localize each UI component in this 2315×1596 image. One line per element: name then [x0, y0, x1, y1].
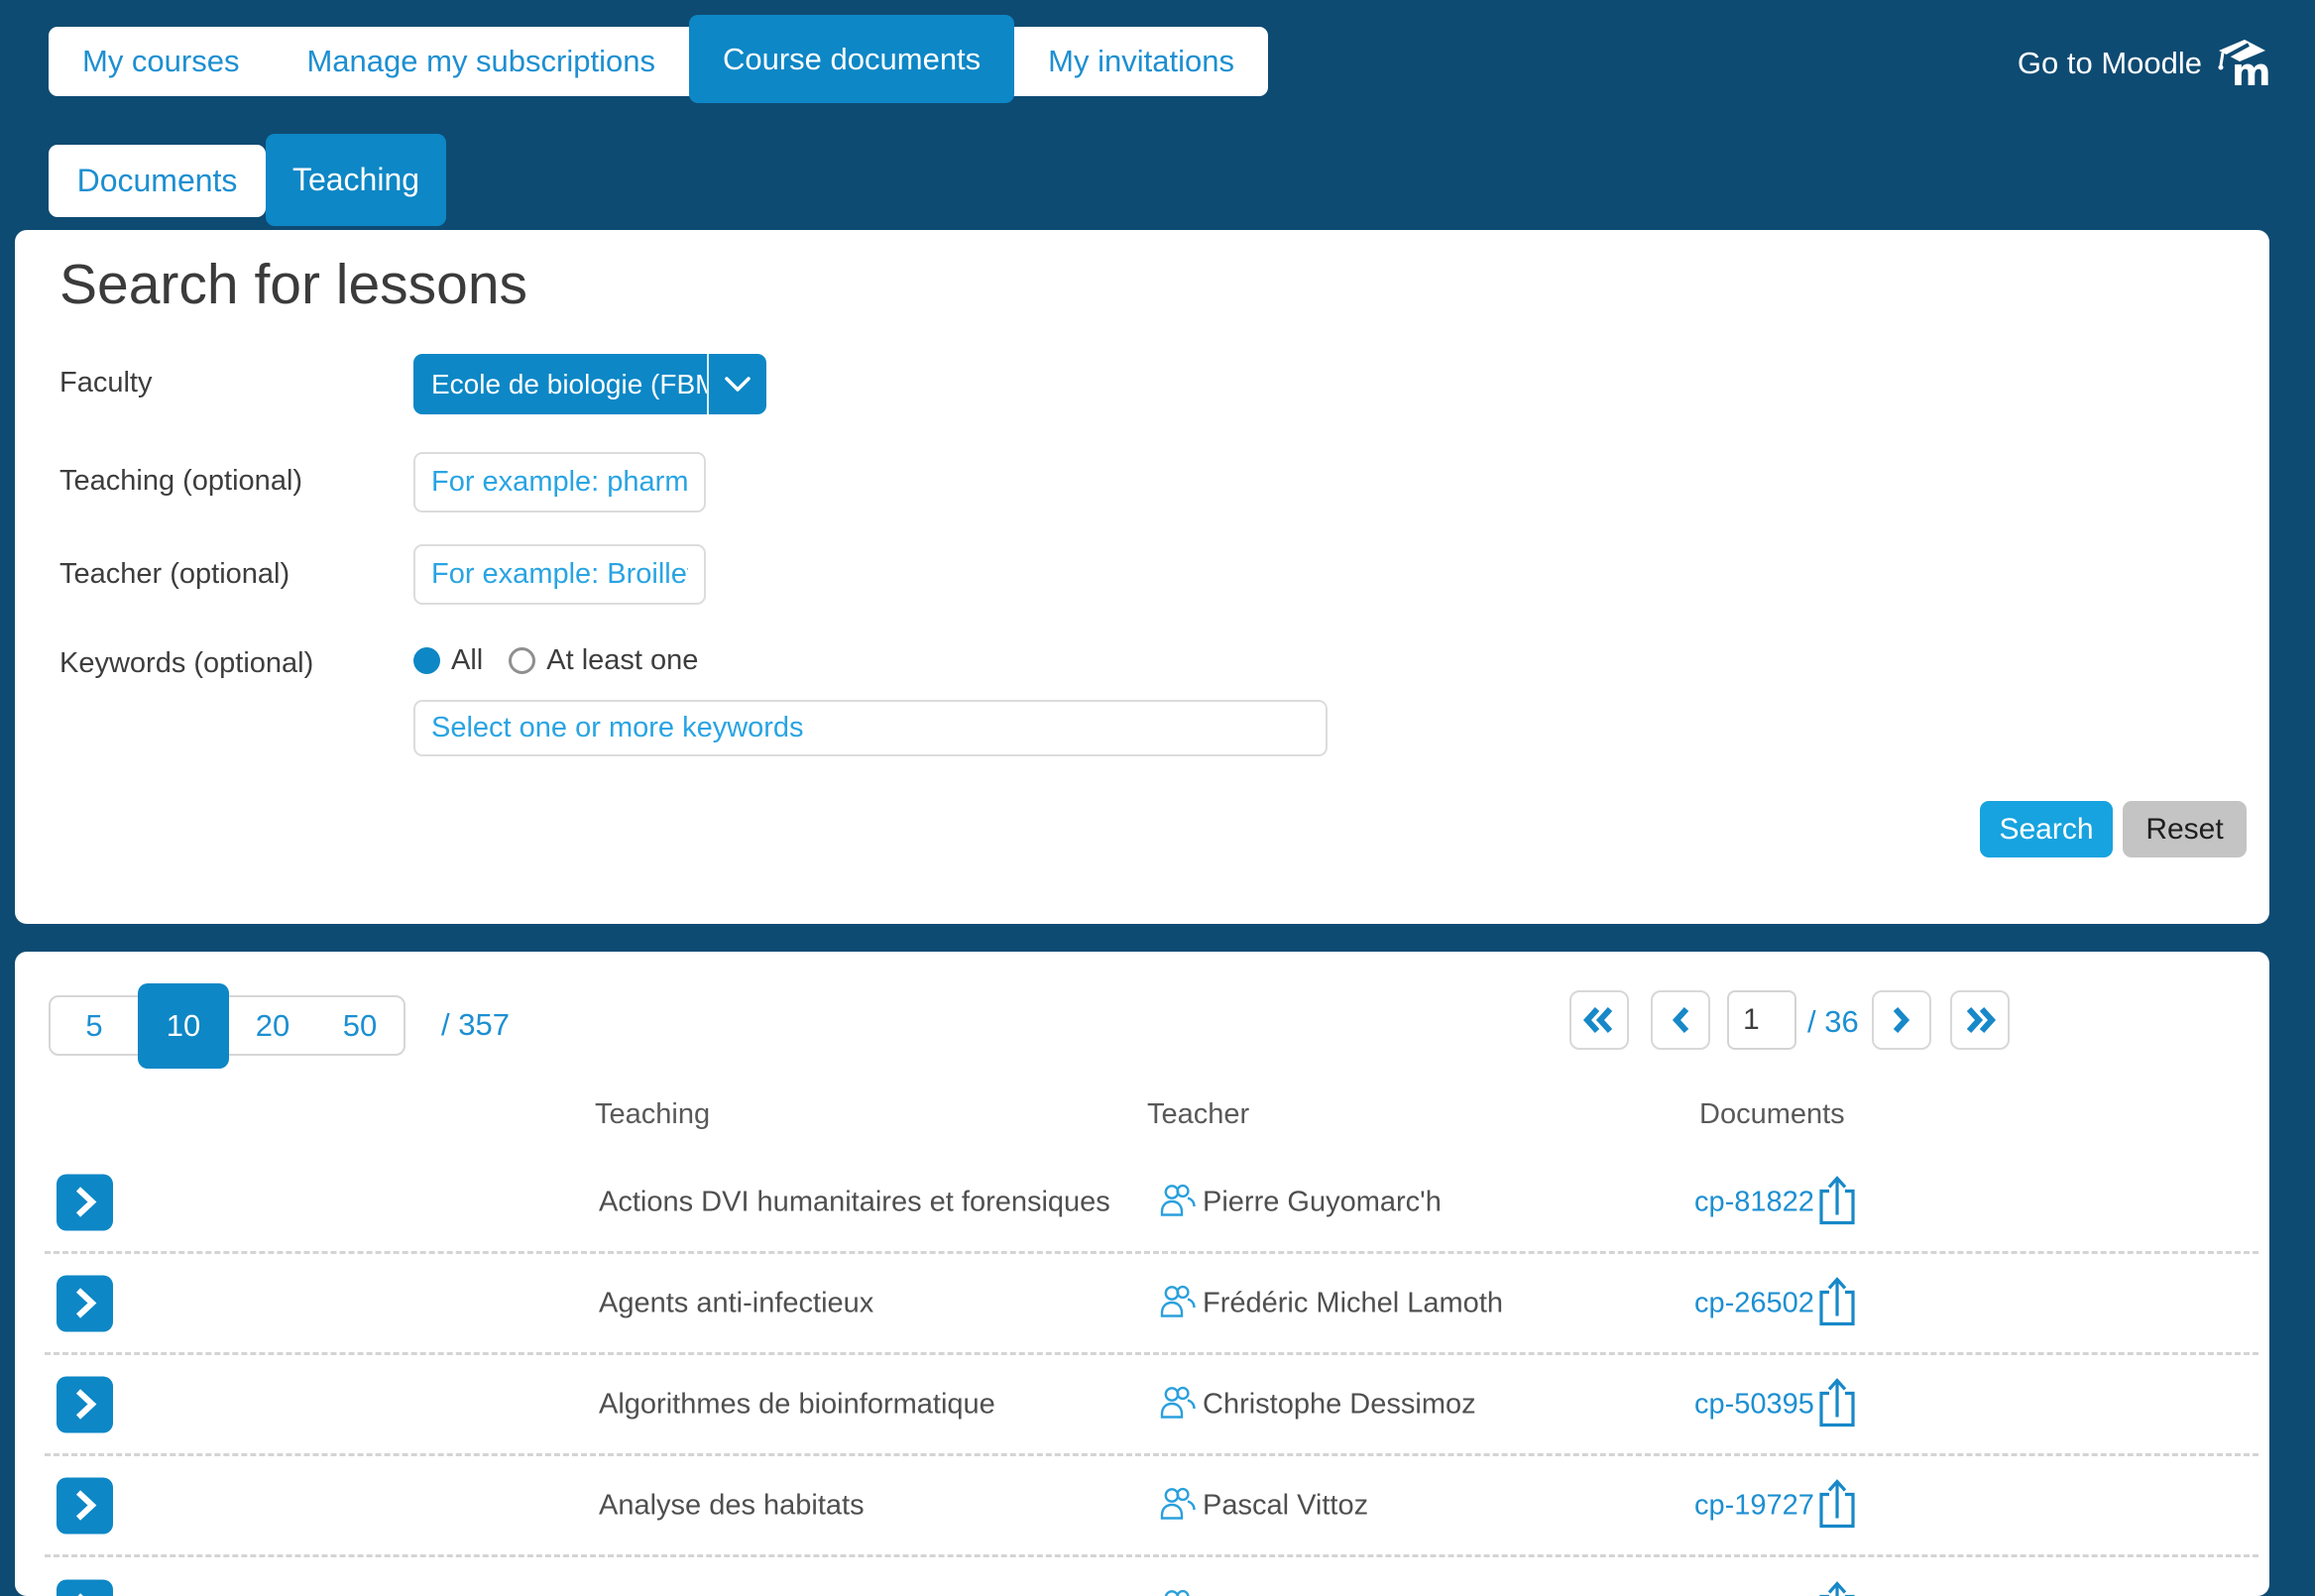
column-header-documents: Documents	[1699, 1098, 1845, 1130]
teacher-label: Teacher (optional)	[59, 558, 290, 590]
search-button[interactable]: Search	[1980, 801, 2113, 857]
people-icon	[1158, 1383, 1196, 1425]
teacher-name: Frédéric Michel Lamoth	[1203, 1287, 1503, 1318]
export-icon[interactable]	[1816, 1375, 1858, 1433]
go-to-moodle-link[interactable]: Go to Moodle m	[2018, 32, 2271, 95]
page-size-50[interactable]: 50	[342, 1007, 378, 1043]
table-row: Algorithmes de bioinformatique Christoph…	[45, 1355, 2258, 1456]
faculty-select[interactable]: Ecole de biologie (FBM-B	[413, 354, 766, 414]
export-icon[interactable]	[1816, 1579, 1858, 1596]
export-icon[interactable]	[1816, 1173, 1858, 1231]
table-row: Analyse des habitats Pascal Vittoz cp-19…	[45, 1456, 2258, 1557]
radio-at-least-one-label: At least one	[546, 644, 699, 676]
tab-manage-my-subscriptions[interactable]: Manage my subscriptions	[306, 44, 655, 78]
keywords-label: Keywords (optional)	[59, 647, 314, 679]
document-link[interactable]: cp-19727	[1694, 1489, 1814, 1521]
tab-my-courses[interactable]: My courses	[82, 44, 240, 78]
chevron-right-icon	[75, 1187, 96, 1217]
expand-row-button[interactable]	[57, 1275, 113, 1331]
radio-all-label: All	[451, 644, 484, 676]
column-header-teaching: Teaching	[595, 1098, 711, 1130]
teacher-input[interactable]	[413, 544, 706, 605]
chevron-right-icon	[1893, 1006, 1910, 1034]
document-link[interactable]: cp-50395	[1694, 1388, 1814, 1420]
teaching-label: Teaching (optional)	[59, 465, 303, 497]
page-size-10[interactable]: 10	[138, 983, 229, 1069]
total-results-count: / 357	[441, 1007, 510, 1042]
tab-my-invitations[interactable]: My invitations	[1048, 44, 1234, 78]
teacher-name: Pascal Vittoz	[1203, 1489, 1369, 1521]
document-link[interactable]: cp-81822	[1694, 1186, 1814, 1217]
table-row: Actions DVI humanitaires et forensiques …	[45, 1153, 2258, 1254]
export-icon[interactable]	[1816, 1274, 1858, 1332]
double-chevron-left-icon	[1583, 1006, 1613, 1034]
radio-at-least-one[interactable]	[509, 647, 536, 674]
page-size-selector: 5 10 20 50	[49, 983, 405, 1069]
keywords-match-radio-group: All At least one	[413, 644, 698, 677]
teaching-name: Analyse des habitats	[599, 1489, 865, 1521]
page-size-5[interactable]: 5	[85, 1007, 103, 1043]
people-icon	[1158, 1587, 1196, 1596]
chevron-right-icon	[75, 1490, 96, 1521]
document-link[interactable]: cp-26502	[1694, 1287, 1814, 1318]
search-panel: Search for lessons Faculty Ecole de biol…	[15, 230, 2269, 924]
page-title: Search for lessons	[59, 253, 528, 316]
double-chevron-right-icon	[1966, 1006, 1996, 1034]
teacher-name: Christophe Dessimoz	[1203, 1388, 1476, 1420]
tab-teaching[interactable]: Teaching	[266, 134, 446, 226]
page-size-20[interactable]: 20	[255, 1007, 290, 1043]
teacher-name: Pierre Guyomarc'h	[1203, 1186, 1442, 1217]
first-page-button[interactable]	[1569, 990, 1629, 1050]
top-navigation: My courses Manage my subscriptions Cours…	[49, 15, 1268, 103]
table-row: Agents anti-infectieux Frédéric Michel L…	[45, 1254, 2258, 1355]
moodle-logo-icon: m	[2218, 38, 2271, 89]
table-row	[45, 1557, 2258, 1596]
total-pages-label: / 36	[1807, 1004, 1859, 1039]
people-icon	[1158, 1484, 1196, 1527]
current-page-input[interactable]	[1727, 990, 1796, 1050]
teaching-name: Algorithmes de bioinformatique	[599, 1388, 995, 1420]
expand-row-button[interactable]	[57, 1174, 113, 1230]
last-page-button[interactable]	[1950, 990, 2010, 1050]
tab-course-documents[interactable]: Course documents	[688, 15, 1015, 103]
chevron-right-icon	[75, 1389, 96, 1420]
radio-all[interactable]	[413, 647, 440, 674]
chevron-right-icon	[76, 1592, 83, 1596]
teaching-name: Agents anti-infectieux	[599, 1287, 874, 1318]
previous-page-button[interactable]	[1651, 990, 1710, 1050]
tab-documents[interactable]: Documents	[49, 145, 266, 217]
column-header-teacher: Teacher	[1147, 1098, 1250, 1130]
next-page-button[interactable]	[1872, 990, 1931, 1050]
go-to-moodle-label: Go to Moodle	[2017, 46, 2202, 80]
chevron-down-icon	[707, 354, 766, 414]
results-table: Actions DVI humanitaires et forensiques …	[45, 1153, 2258, 1596]
expand-row-button[interactable]	[57, 1477, 113, 1534]
faculty-selected-value: Ecole de biologie (FBM-B	[431, 368, 707, 399]
teaching-input[interactable]	[413, 452, 706, 513]
chevron-right-icon	[75, 1288, 96, 1318]
people-icon	[1158, 1181, 1196, 1223]
results-panel: 5 10 20 50 / 357 / 36 Teaching Teacher D…	[15, 952, 2269, 1596]
faculty-label: Faculty	[59, 367, 153, 399]
expand-row-button[interactable]	[57, 1376, 113, 1432]
keywords-input[interactable]	[413, 700, 1328, 756]
expand-row-button[interactable]	[57, 1579, 113, 1596]
teaching-name: Actions DVI humanitaires et forensiques	[599, 1186, 1110, 1217]
export-icon[interactable]	[1816, 1476, 1858, 1535]
chevron-left-icon	[1672, 1006, 1689, 1034]
people-icon	[1158, 1282, 1196, 1324]
reset-button[interactable]: Reset	[2123, 801, 2247, 857]
